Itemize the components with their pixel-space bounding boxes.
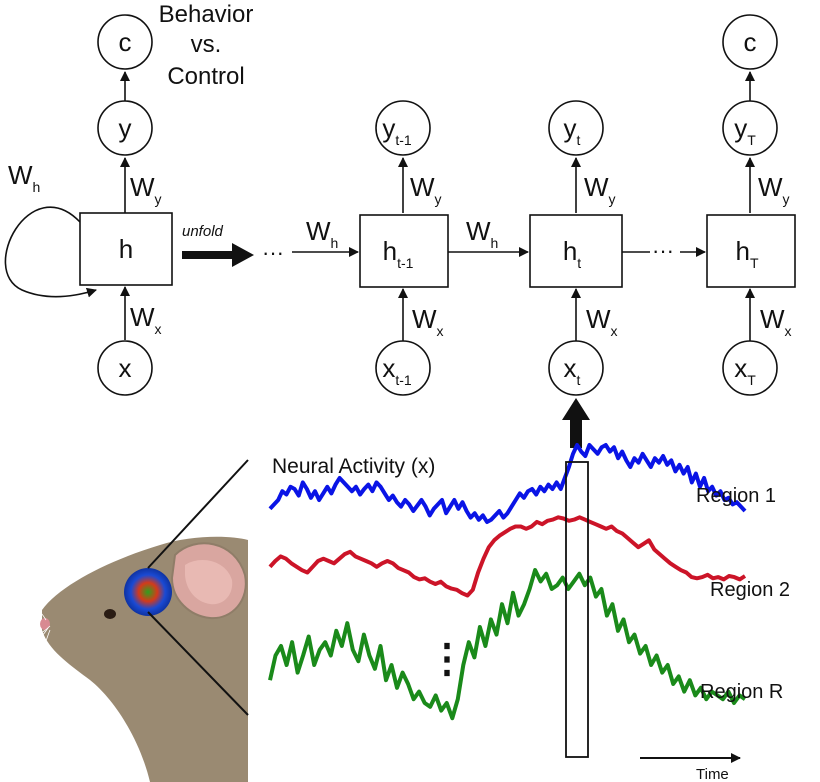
node-h-T: [706, 214, 796, 288]
node-x-folded: [97, 340, 153, 396]
region-1-label: Region 1: [696, 485, 776, 507]
weight-wy-tm1: Wy: [410, 172, 442, 207]
unfold-arrow-shape: [182, 243, 254, 267]
neural-activity-label: Neural Activity (x): [272, 455, 435, 478]
dots-right: ···: [652, 238, 674, 263]
node-h-tm1-label: ht-1: [383, 236, 414, 271]
node-c-folded: [97, 14, 153, 70]
unfold-label: unfold: [182, 223, 224, 240]
trace-region-r: [268, 568, 747, 721]
zoom-line-bottom: [147, 611, 249, 716]
behavior-label-line1: Behavior: [159, 1, 254, 28]
node-c-T-label: c: [744, 27, 757, 57]
behavior-label-line2: vs.: [191, 31, 222, 58]
node-h-tm1: [359, 214, 449, 288]
mouse-nose: [40, 618, 50, 630]
mouse-eye: [104, 609, 116, 619]
node-h-t: [529, 214, 623, 288]
node-y-folded: [97, 100, 153, 156]
node-x-label: x: [119, 353, 132, 383]
node-y-T-label: yT: [734, 113, 756, 148]
node-x-t: [548, 340, 604, 396]
weight-wx-T: Wx: [760, 304, 792, 339]
node-h-t-label: ht: [563, 236, 581, 271]
weight-wy-T: Wy: [758, 172, 790, 207]
behavior-label-line3: Control: [167, 63, 244, 90]
trace-region-1: [268, 443, 747, 524]
brain-imaging-window: [124, 568, 172, 616]
folded-rnn: c Behavior vs. Control y Wy h Wh Wx x: [4, 1, 254, 396]
time-label: Time: [696, 766, 729, 782]
input-arrow-to-xt: [562, 398, 590, 448]
unfold-arrow: unfold ···: [182, 223, 284, 267]
weight-wh-1: Wh: [306, 216, 338, 251]
recurrent-loop-arrow: [4, 206, 97, 298]
mouse-whiskers: [9, 595, 51, 691]
zoom-line-top: [147, 459, 249, 569]
node-c-T: [722, 14, 778, 70]
node-x-T-label: xT: [734, 353, 756, 388]
neural-traces: [268, 443, 747, 721]
node-x-tm1: [375, 340, 431, 396]
node-y-tm1-label: yt-1: [382, 113, 412, 148]
node-y-label: y: [119, 113, 132, 143]
node-c-label: c: [119, 27, 132, 57]
time-window-box: [565, 461, 589, 758]
weight-wx-tm1: Wx: [412, 304, 444, 339]
weight-wh-2: Wh: [466, 216, 498, 251]
trace-region-2: [268, 515, 747, 598]
region-r-label: Region R: [700, 681, 783, 703]
weight-wx-t: Wx: [586, 304, 618, 339]
weight-wx-folded: Wx: [130, 302, 162, 337]
node-y-tm1: [375, 100, 431, 156]
node-x-t-label: xt: [564, 353, 581, 388]
node-x-tm1-label: xt-1: [382, 353, 412, 388]
unfolded-rnn: Wh yt-1 Wy ht-1 Wx xt-1 Wh yt Wy ht Wx x…: [292, 14, 796, 396]
weight-wh-folded: Wh: [8, 160, 40, 195]
node-h-label: h: [119, 234, 133, 264]
mouse-illustration: [9, 459, 249, 782]
node-h-T-label: hT: [735, 236, 758, 271]
dots-left: ···: [262, 240, 284, 265]
weight-wy-t: Wy: [584, 172, 616, 207]
node-y-t: [548, 100, 604, 156]
weight-wy-folded: Wy: [130, 172, 162, 207]
region-2-label: Region 2: [710, 579, 790, 601]
node-y-t-label: yt: [564, 113, 581, 148]
mouse-ear-inner: [185, 560, 233, 605]
node-x-T: [722, 340, 778, 396]
node-h-folded: [79, 212, 173, 286]
vertical-ellipsis: ⋮: [427, 637, 467, 681]
node-y-T: [722, 100, 778, 156]
